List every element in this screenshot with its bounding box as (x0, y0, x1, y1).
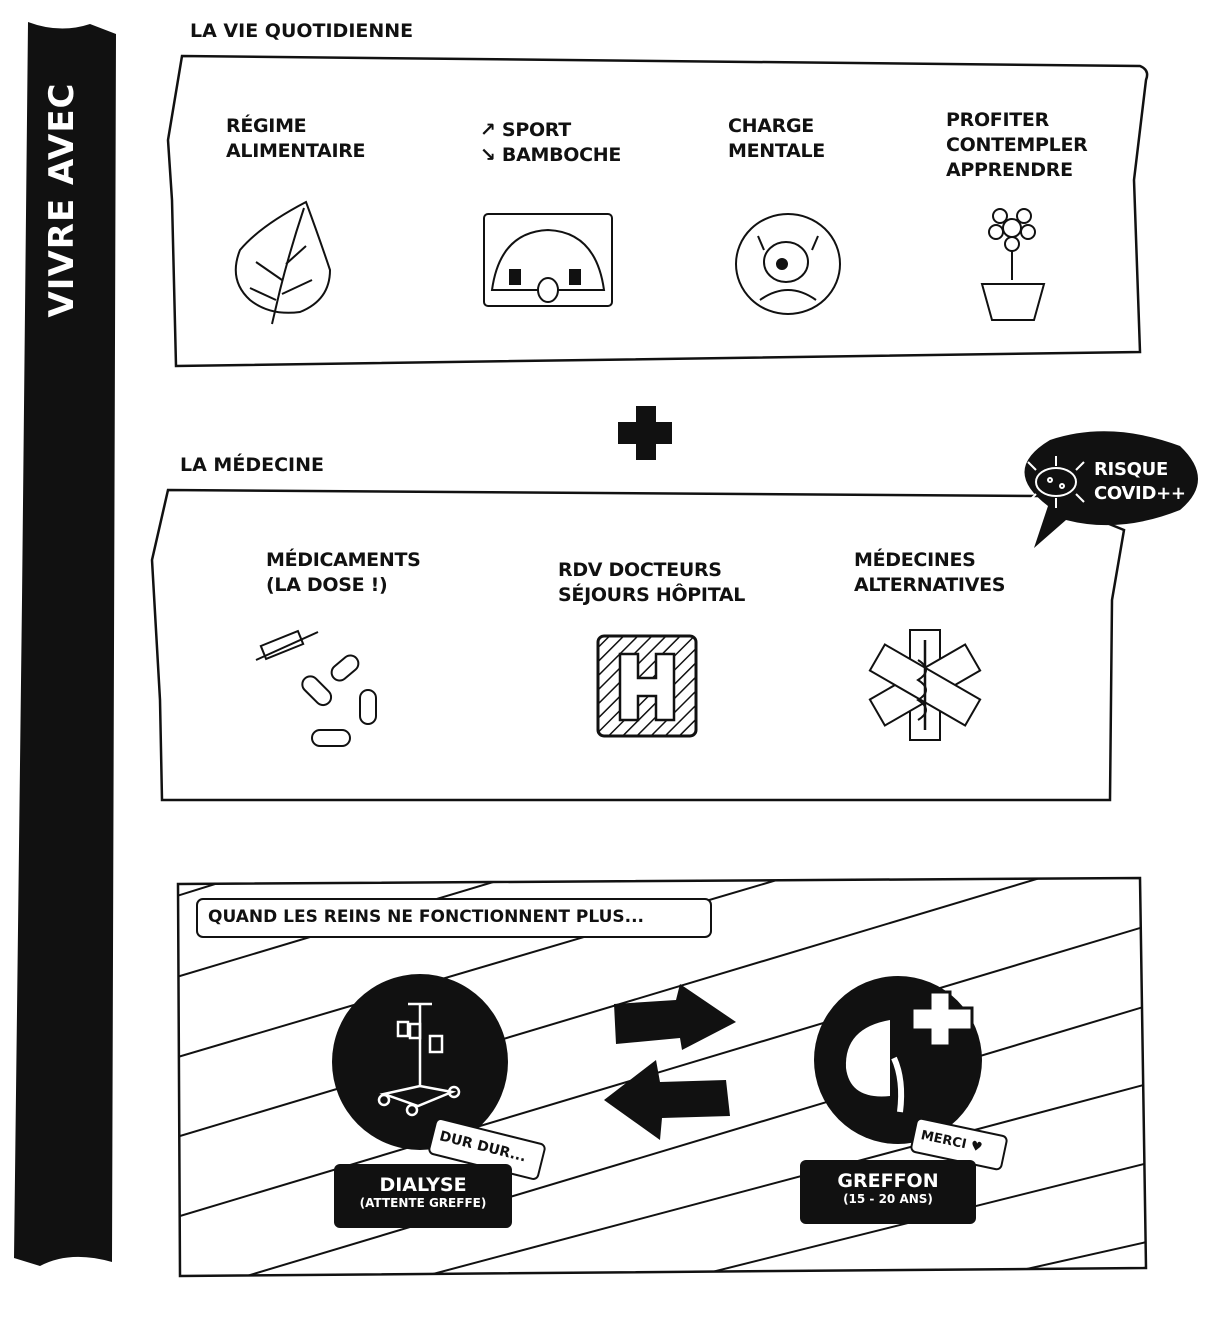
covid-risk-label: RISQUE COVID++ (1094, 458, 1186, 506)
virus-icon (1027, 456, 1085, 508)
item-line: RÉGIME (226, 115, 307, 137)
item-line: CHARGE (728, 115, 814, 137)
swap-arrows-icon (604, 984, 736, 1140)
daily-life-box (166, 54, 1149, 368)
transplant-label-box: GREFFON (15 - 20 ANS) (800, 1160, 976, 1224)
item-line: (LA DOSE !) (266, 574, 388, 596)
item-line: APPRENDRE (946, 159, 1073, 181)
iv-stand-icon (377, 1002, 461, 1117)
hospital-icon (596, 634, 698, 738)
item-line: ↘ BAMBOCHE (480, 144, 622, 166)
kidneys-title: QUAND LES REINS NE FONCTIONNENT PLUS... (196, 898, 712, 938)
daily-item-mental-load: CHARGE MENTALE (728, 114, 825, 164)
medicine-item-alternative: MÉDECINES ALTERNATIVES (854, 548, 1005, 598)
plus-sign-icon (618, 406, 672, 460)
bubble-line: RISQUE (1094, 459, 1168, 480)
item-line: ALIMENTAIRE (226, 140, 366, 162)
stressed-person-icon (735, 213, 841, 315)
dialysis-label: DIALYSE (379, 1174, 467, 1196)
item-line: PROFITER (946, 109, 1049, 131)
sidebar-banner (14, 22, 116, 1266)
item-line: MÉDECINES (854, 549, 976, 571)
covid-bubble (1024, 431, 1198, 548)
star-of-life-icon (868, 629, 982, 741)
medicine-title: LA MÉDECINE (180, 454, 324, 476)
item-line: ALTERNATIVES (854, 574, 1006, 596)
item-line: SÉJOURS HÔPITAL (558, 584, 746, 606)
sidebar-title: VIVRE AVEC (42, 82, 82, 318)
pills-syringe-icon (255, 629, 377, 747)
dialysis-sublabel: (ATTENTE GREFFE) (359, 1196, 487, 1210)
transplant-sublabel: (15 - 20 ANS) (843, 1192, 933, 1206)
kidney-cross-icon (845, 990, 974, 1113)
item-line: RDV DOCTEURS (558, 559, 722, 581)
item-line: MENTALE (728, 140, 825, 162)
medicine-item-doctors: RDV DOCTEURS SÉJOURS HÔPITAL (558, 558, 745, 608)
leaf-icon (234, 200, 332, 325)
transplant-label: GREFFON (837, 1170, 939, 1192)
item-line: ↗ SPORT (480, 119, 571, 141)
dialysis-label-box: DIALYSE (ATTENTE GREFFE) (334, 1164, 512, 1228)
fuel-gauge-icon (483, 213, 613, 307)
flower-pot-icon (980, 208, 1046, 321)
item-line: MÉDICAMENTS (266, 549, 421, 571)
item-line: CONTEMPLER (946, 134, 1088, 156)
daily-item-sport: ↗ SPORT ↘ BAMBOCHE (480, 118, 621, 168)
daily-item-diet: RÉGIME ALIMENTAIRE (226, 114, 366, 164)
daily-item-enjoy: PROFITER CONTEMPLER APPRENDRE (946, 108, 1088, 183)
daily-life-title: LA VIE QUOTIDIENNE (190, 20, 414, 42)
medicine-item-drugs: MÉDICAMENTS (LA DOSE !) (266, 548, 421, 598)
bubble-line: COVID++ (1094, 483, 1186, 504)
